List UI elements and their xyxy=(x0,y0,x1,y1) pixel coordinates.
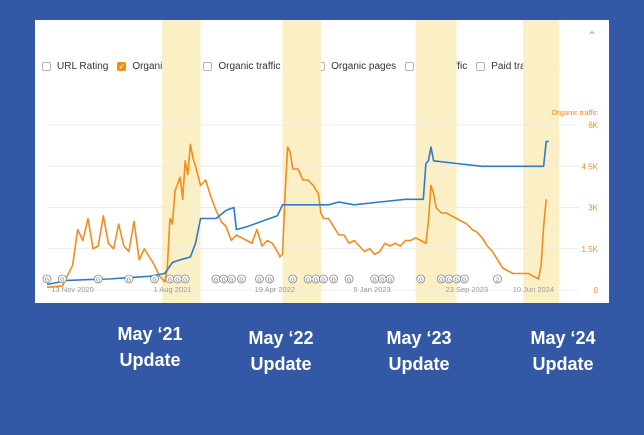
update-label-line: May ‘23 xyxy=(386,328,452,348)
annotation-marker-label: G xyxy=(306,277,310,283)
annotation-marker-label: G xyxy=(127,277,131,283)
annotation-marker-label: G xyxy=(373,277,377,283)
annotation-marker-label: G xyxy=(439,277,443,283)
update-label-2022: May ‘22 Update xyxy=(226,325,336,377)
annotation-marker xyxy=(319,274,328,284)
update-label-line: May ‘21 xyxy=(117,324,183,344)
legend-organic-traffic-value[interactable]: Organic traffic value xyxy=(203,61,307,72)
update-label-line: Update xyxy=(532,354,594,374)
annotation-marker-label: G xyxy=(268,277,272,283)
annotation-marker xyxy=(57,274,67,284)
x-tick-label: 1 Aug 2021 xyxy=(153,285,191,294)
annotation-marker-label: G xyxy=(239,277,243,283)
y-tick-label: 1.5K xyxy=(582,245,599,254)
checkbox-paid-traffic[interactable] xyxy=(405,62,415,71)
x-tick-label: 13 Nov 2020 xyxy=(51,285,94,294)
checkbox-url-rating[interactable] xyxy=(42,62,51,71)
x-tick-label: 10 Jun 2024 xyxy=(513,285,554,294)
y-tick-label: 3K xyxy=(588,204,598,213)
update-label-line: Update xyxy=(388,354,450,374)
traffic-chart: Organic traffic 0 1.5K 3K 4.5K 6K 13 Nov 2020 1… xyxy=(42,20,599,303)
legend-label: Organic pages xyxy=(331,61,397,72)
annotation-marker-label: G xyxy=(454,277,458,283)
checkbox-paid-traffic-cost[interactable] xyxy=(476,62,486,71)
annotation-marker-label: 2 xyxy=(496,277,499,283)
annotation-marker-label: G xyxy=(347,277,351,283)
update-label-line: Update xyxy=(250,354,312,374)
legend-url-rating[interactable]: URL Rating xyxy=(42,61,108,72)
update-label-line: May ‘24 xyxy=(530,328,596,348)
series-line-url-rating xyxy=(46,140,549,286)
annotation-marker xyxy=(255,274,264,284)
x-tick-label: 23 Sep 2023 xyxy=(446,285,489,294)
annotation-marker-label: G xyxy=(291,277,295,283)
checkbox-organic-traffic[interactable]: ✓ xyxy=(117,61,127,71)
update-label-line: Update xyxy=(119,350,181,370)
update-label-2024: May ‘24 Update xyxy=(508,325,618,377)
y-tick-label: 4.5K xyxy=(582,162,599,171)
annotation-marker xyxy=(226,274,236,284)
annotation-marker xyxy=(288,274,298,284)
annotation-marker-label: G xyxy=(380,277,384,283)
chevron-up-icon[interactable]: ⌃ xyxy=(586,29,597,43)
annotation-marker-label: G xyxy=(45,277,49,283)
update-label-line: May ‘22 xyxy=(248,328,314,348)
annotation-marker-label: G xyxy=(419,277,423,283)
update-highlight-band xyxy=(282,20,321,303)
annotation-marker-label: G xyxy=(175,277,179,283)
y-tick-label: 6K xyxy=(588,121,598,130)
annotation-marker-label: G xyxy=(388,277,392,283)
annotation-marker xyxy=(385,274,395,284)
annotation-marker-label: G xyxy=(168,277,172,283)
y-tick-label: 0 xyxy=(594,286,599,295)
legend-label: URL Rating xyxy=(57,61,109,72)
annotation-marker-label: G xyxy=(321,277,325,283)
annotation-marker xyxy=(180,274,190,284)
annotation-marker-label: G xyxy=(257,277,261,283)
series-line-organic-traffic xyxy=(46,143,547,289)
annotation-marker-label: G xyxy=(314,277,318,283)
annotation-marker-label: G xyxy=(462,277,466,283)
annotation-marker-label: G xyxy=(221,277,225,283)
annotation-marker xyxy=(416,274,426,284)
update-label-2023: May ‘23 Update xyxy=(364,325,474,377)
annotation-marker-label: G xyxy=(152,277,156,283)
annotation-marker-label: G xyxy=(183,277,187,283)
annotation-marker xyxy=(329,274,339,284)
chart-card: ⌃ URL Rating ✓ Organic traffic Organic tr… xyxy=(35,20,609,303)
annotation-marker xyxy=(493,274,502,284)
annotation-marker xyxy=(150,274,159,284)
right-axis-title: Organic traffic xyxy=(551,108,598,117)
annotation-marker xyxy=(237,274,246,284)
update-label-2021: May ‘21 Update xyxy=(95,321,205,373)
annotation-marker-label: G xyxy=(214,277,218,283)
annotation-marker xyxy=(344,274,354,284)
annotation-marker xyxy=(93,274,103,284)
annotation-marker xyxy=(459,274,469,284)
annotation-marker-label: G xyxy=(229,277,233,283)
annotation-marker xyxy=(42,274,52,284)
annotation-marker-label: G xyxy=(447,277,451,283)
annotation-marker-label: G xyxy=(332,277,336,283)
annotation-marker-label: G xyxy=(60,277,64,283)
annotation-marker xyxy=(124,274,134,284)
x-tick-label: 19 Apr 2022 xyxy=(255,285,295,294)
x-tick-label: 5 Jan 2023 xyxy=(354,285,391,294)
annotation-marker xyxy=(265,274,275,284)
legend-label: Organic traffic value xyxy=(218,61,308,72)
checkbox-organic-traffic-value[interactable] xyxy=(203,62,213,71)
annotation-marker-label: G xyxy=(96,277,100,283)
